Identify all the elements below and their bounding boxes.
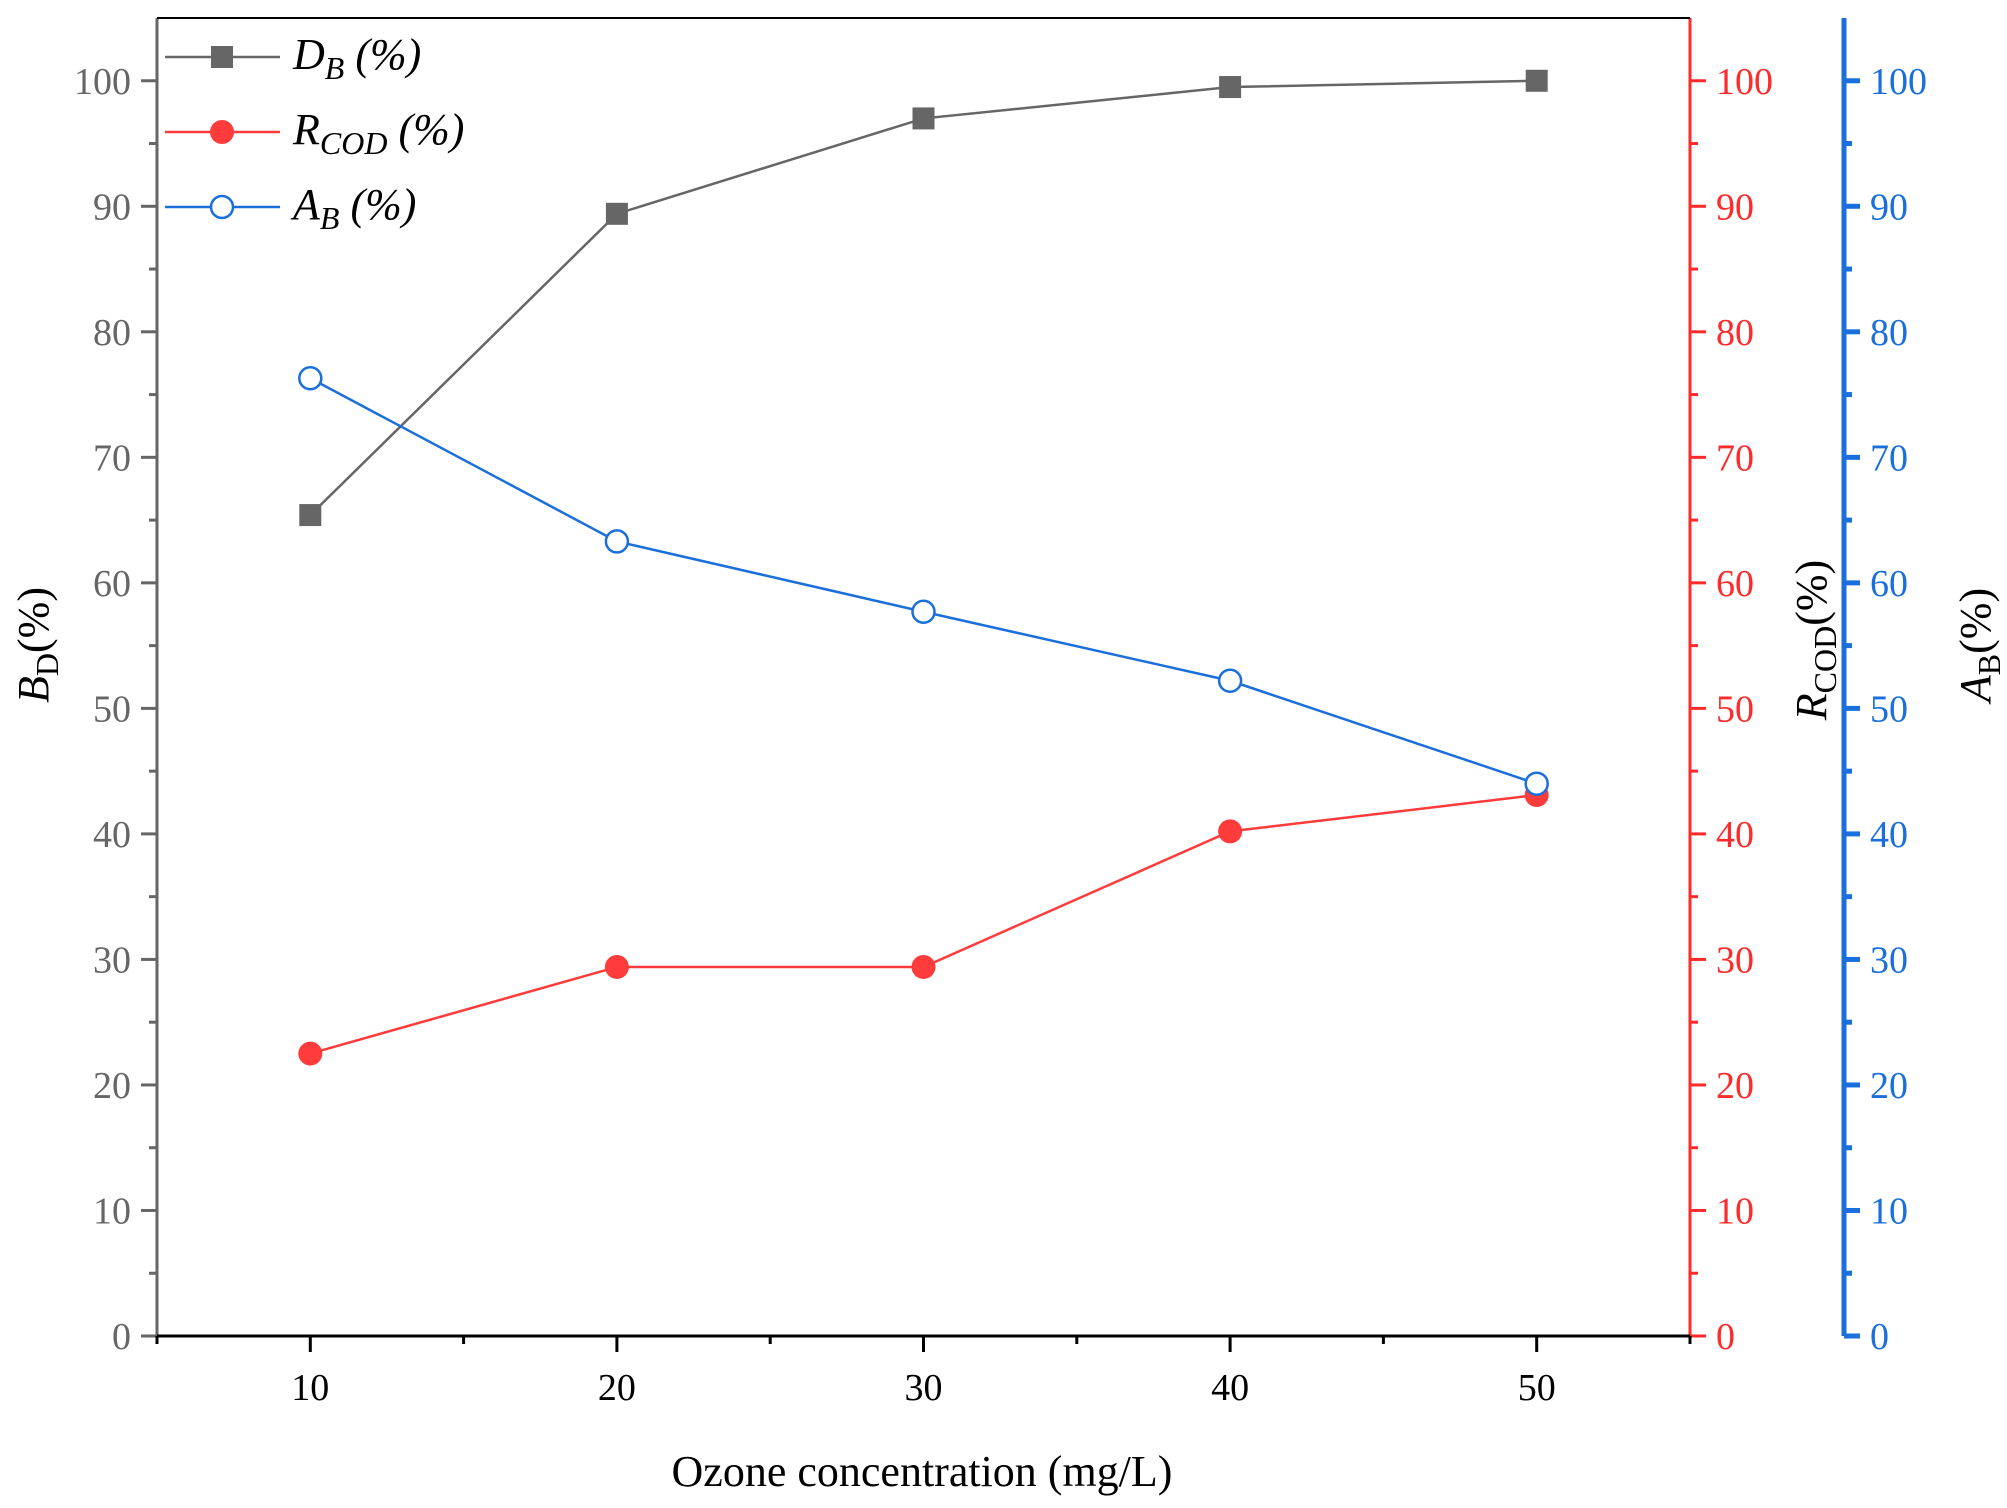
left-tick-label: 40 — [93, 814, 131, 856]
left-y-axis-title-suffix: (%) — [9, 587, 58, 653]
rcod-tick-label: 70 — [1716, 437, 1754, 479]
rcod-tick-label: 50 — [1716, 688, 1754, 730]
db-legend-label: DB (%) — [292, 30, 421, 86]
left-tick-label: 20 — [93, 1065, 131, 1107]
ab-legend-label: AB (%) — [290, 180, 416, 236]
left-tick-label: 60 — [93, 563, 131, 605]
ab-data-point — [911, 599, 936, 624]
rcod-y-axis-title-suffix: (%) — [1787, 560, 1836, 626]
x-tick-label: 20 — [598, 1367, 636, 1409]
x-tick-label: 40 — [1211, 1367, 1249, 1409]
rcod-tick-label: 100 — [1716, 61, 1773, 103]
left-y-axis-title-sub: D — [29, 653, 65, 676]
db-data-point — [912, 107, 935, 130]
ab-tick-label: 90 — [1870, 186, 1908, 228]
ab-tick-label: 0 — [1870, 1316, 1889, 1358]
ab-data-point — [298, 366, 323, 391]
x-tick-label: 10 — [291, 1367, 329, 1409]
ab-y-axis-title-main: A — [1951, 674, 2000, 705]
left-tick-label: 0 — [112, 1316, 131, 1358]
legend: DB (%)RCOD (%)AB (%) — [165, 30, 464, 236]
rcod-data-point — [298, 1041, 323, 1066]
ab-tick-label: 70 — [1870, 437, 1908, 479]
ab-y-axis-title-suffix: (%) — [1951, 588, 2000, 654]
rcod-legend-label: RCOD (%) — [292, 105, 464, 161]
left-tick-label: 100 — [74, 61, 131, 103]
rcod-tick-label: 20 — [1716, 1065, 1754, 1107]
left-y-axis-title: BD(%) — [9, 587, 65, 703]
rcod-tick-label: 10 — [1716, 1190, 1754, 1232]
ab-tick-label: 100 — [1870, 61, 1927, 103]
db-data-point — [299, 504, 322, 527]
ab-data-point — [604, 529, 630, 554]
x-tick-label: 30 — [905, 1367, 943, 1409]
rcod-data-point — [911, 954, 936, 979]
rcod-tick-label: 0 — [1716, 1316, 1735, 1358]
rcod-tick-label: 90 — [1716, 186, 1754, 228]
rcod-data-point — [604, 954, 629, 979]
db-legend-sub: B — [325, 50, 345, 86]
x-axis: 10 20 30 40 50 — [155, 17, 1692, 1409]
ab-legend-sub: B — [320, 200, 340, 236]
db-data-point — [605, 202, 628, 225]
db-legend-suffix: (%) — [344, 30, 421, 79]
ab-y-axis-title-sub: B — [1971, 654, 2007, 675]
rcod-y-axis-title-sub: COD — [1807, 626, 1843, 694]
left-tick-label: 70 — [93, 437, 131, 479]
left-y-axis: 0 10 20 30 40 50 60 70 80 90 100 — [74, 18, 159, 1358]
db-data-point — [1525, 69, 1548, 92]
left-tick-label: 90 — [93, 186, 131, 228]
rcod-y-axis: 0 10 20 30 40 50 60 70 80 90 100 — [1688, 18, 1773, 1358]
ab-legend-suffix: (%) — [339, 180, 416, 229]
db-data-point — [1219, 76, 1242, 99]
ab-tick-label: 50 — [1870, 688, 1908, 730]
rcod-legend-sub: COD — [320, 125, 388, 161]
ab-legend-main: A — [290, 180, 321, 229]
series-layer — [298, 69, 1549, 1066]
ab-tick-label: 40 — [1870, 814, 1908, 856]
rcod-tick-label: 30 — [1716, 939, 1754, 981]
rcod-y-axis-title-main: R — [1787, 693, 1836, 721]
x-tick-label: 50 — [1518, 1367, 1556, 1409]
db-legend-main: D — [292, 30, 325, 79]
left-tick-label: 80 — [93, 312, 131, 354]
db-legend-marker — [211, 46, 233, 68]
left-tick-label: 30 — [93, 939, 131, 981]
ab-data-point — [1524, 771, 1549, 796]
ab-y-axis-title: AB(%) — [1951, 588, 2007, 705]
rcod-legend-main: R — [292, 105, 320, 154]
ab-tick-label: 30 — [1870, 939, 1908, 981]
left-y-axis-title-main: B — [9, 676, 58, 703]
rcod-data-point — [1218, 819, 1243, 844]
ab-y-axis: 0 10 20 30 40 50 60 70 80 90 100 — [1841, 18, 1927, 1358]
ab-tick-label: 20 — [1870, 1065, 1908, 1107]
rcod-tick-label: 60 — [1716, 563, 1754, 605]
ab-tick-label: 80 — [1870, 312, 1908, 354]
rcod-series-line — [309, 793, 1537, 1055]
rcod-tick-label: 40 — [1716, 814, 1754, 856]
rcod-y-axis-title: RCOD(%) — [1787, 560, 1843, 721]
x-axis-title: Ozone concentration (mg/L) — [672, 1447, 1173, 1496]
rcod-legend-marker — [210, 120, 234, 144]
ab-data-point — [1217, 668, 1243, 694]
left-tick-label: 10 — [93, 1190, 131, 1232]
rcod-legend-suffix: (%) — [387, 105, 464, 154]
ab-tick-label: 60 — [1870, 563, 1908, 605]
ab-legend-marker — [209, 194, 235, 220]
rcod-tick-label: 80 — [1716, 312, 1754, 354]
ab-tick-label: 10 — [1870, 1190, 1908, 1232]
left-tick-label: 50 — [93, 688, 131, 730]
db-series-line — [309, 79, 1537, 516]
ab-series-line — [309, 377, 1538, 785]
